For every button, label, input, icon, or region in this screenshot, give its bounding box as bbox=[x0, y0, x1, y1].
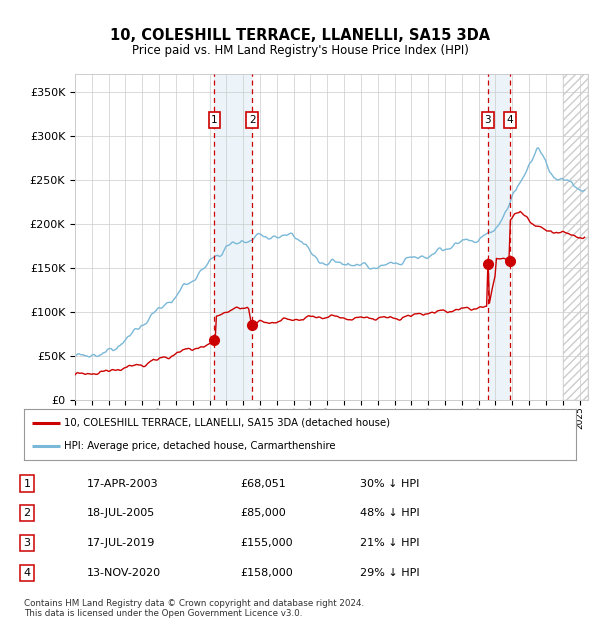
Text: HPI: Average price, detached house, Carmarthenshire: HPI: Average price, detached house, Carm… bbox=[64, 441, 335, 451]
Text: 17-APR-2003: 17-APR-2003 bbox=[87, 479, 158, 489]
Text: 4: 4 bbox=[23, 568, 31, 578]
Bar bbox=[214, 74, 252, 400]
Text: 18-JUL-2005: 18-JUL-2005 bbox=[87, 508, 155, 518]
Text: 29% ↓ HPI: 29% ↓ HPI bbox=[360, 568, 419, 578]
Text: 2: 2 bbox=[23, 508, 31, 518]
Text: 2: 2 bbox=[249, 115, 256, 125]
Text: £155,000: £155,000 bbox=[240, 538, 293, 548]
Text: 30% ↓ HPI: 30% ↓ HPI bbox=[360, 479, 419, 489]
Text: 1: 1 bbox=[211, 115, 218, 125]
Text: Contains HM Land Registry data © Crown copyright and database right 2024.
This d: Contains HM Land Registry data © Crown c… bbox=[24, 599, 364, 618]
Text: 1: 1 bbox=[23, 479, 31, 489]
Text: 17-JUL-2019: 17-JUL-2019 bbox=[87, 538, 155, 548]
Bar bbox=[488, 74, 510, 400]
Text: 48% ↓ HPI: 48% ↓ HPI bbox=[360, 508, 419, 518]
Text: 4: 4 bbox=[507, 115, 514, 125]
Text: 21% ↓ HPI: 21% ↓ HPI bbox=[360, 538, 419, 548]
Text: 10, COLESHILL TERRACE, LLANELLI, SA15 3DA (detached house): 10, COLESHILL TERRACE, LLANELLI, SA15 3D… bbox=[64, 418, 390, 428]
Text: £68,051: £68,051 bbox=[240, 479, 286, 489]
Text: 13-NOV-2020: 13-NOV-2020 bbox=[87, 568, 161, 578]
Text: 10, COLESHILL TERRACE, LLANELLI, SA15 3DA: 10, COLESHILL TERRACE, LLANELLI, SA15 3D… bbox=[110, 29, 490, 43]
Text: £158,000: £158,000 bbox=[240, 568, 293, 578]
Text: £85,000: £85,000 bbox=[240, 508, 286, 518]
Text: Price paid vs. HM Land Registry's House Price Index (HPI): Price paid vs. HM Land Registry's House … bbox=[131, 44, 469, 56]
Text: 3: 3 bbox=[23, 538, 31, 548]
Text: 3: 3 bbox=[484, 115, 491, 125]
